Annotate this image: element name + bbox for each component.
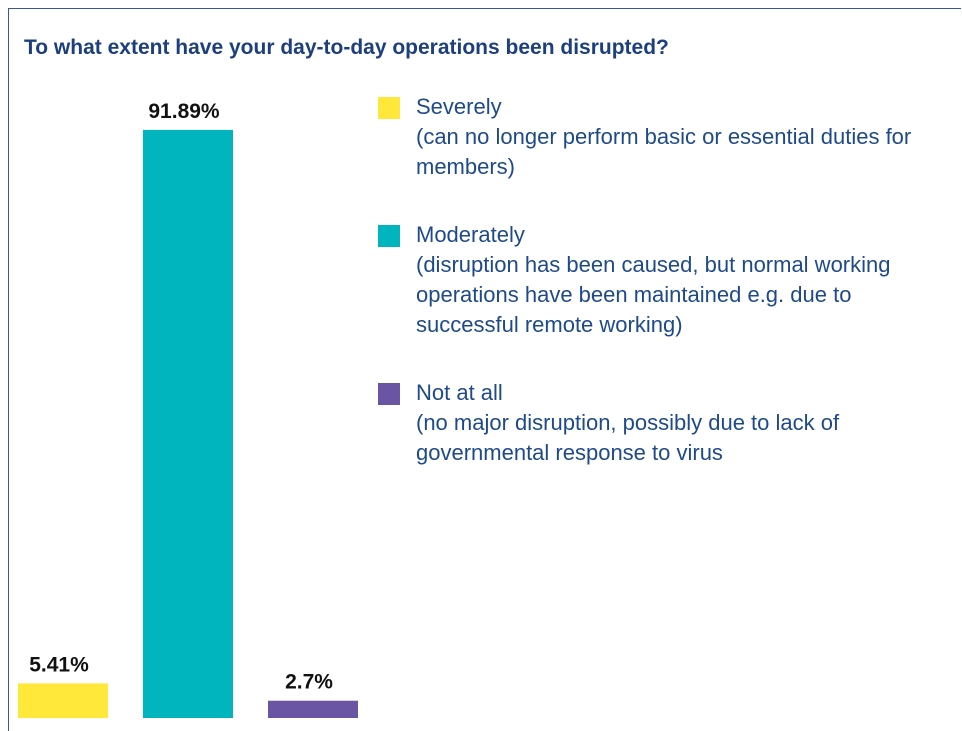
- chart-title: To what extent have your day-to-day oper…: [24, 36, 669, 59]
- legend-label: Moderately: [416, 222, 525, 247]
- frame: [8, 8, 961, 731]
- legend: Severely (can no longer perform basic or …: [378, 92, 918, 506]
- legend-label: Not at all: [416, 380, 503, 405]
- legend-item: Severely (can no longer perform basic or …: [378, 92, 918, 182]
- legend-description: (no major disruption, possibly due to la…: [416, 410, 840, 465]
- value-label: 5.41%: [29, 653, 89, 676]
- legend-item: Not at all (no major disruption, possibly…: [378, 378, 918, 468]
- legend-description: (disruption has been caused, but normal …: [416, 252, 891, 337]
- value-label: 91.89%: [148, 100, 220, 123]
- legend-description: (can no longer perform basic or essentia…: [416, 124, 912, 179]
- legend-swatch: [378, 97, 400, 119]
- legend-swatch: [378, 225, 400, 247]
- legend-label: Severely: [416, 94, 502, 119]
- legend-swatch: [378, 383, 400, 405]
- bar: [18, 683, 108, 718]
- bar: [143, 129, 233, 719]
- value-label: 2.7%: [285, 671, 333, 694]
- legend-item: Moderately (disruption has been caused, b…: [378, 220, 918, 340]
- bar: [268, 700, 358, 718]
